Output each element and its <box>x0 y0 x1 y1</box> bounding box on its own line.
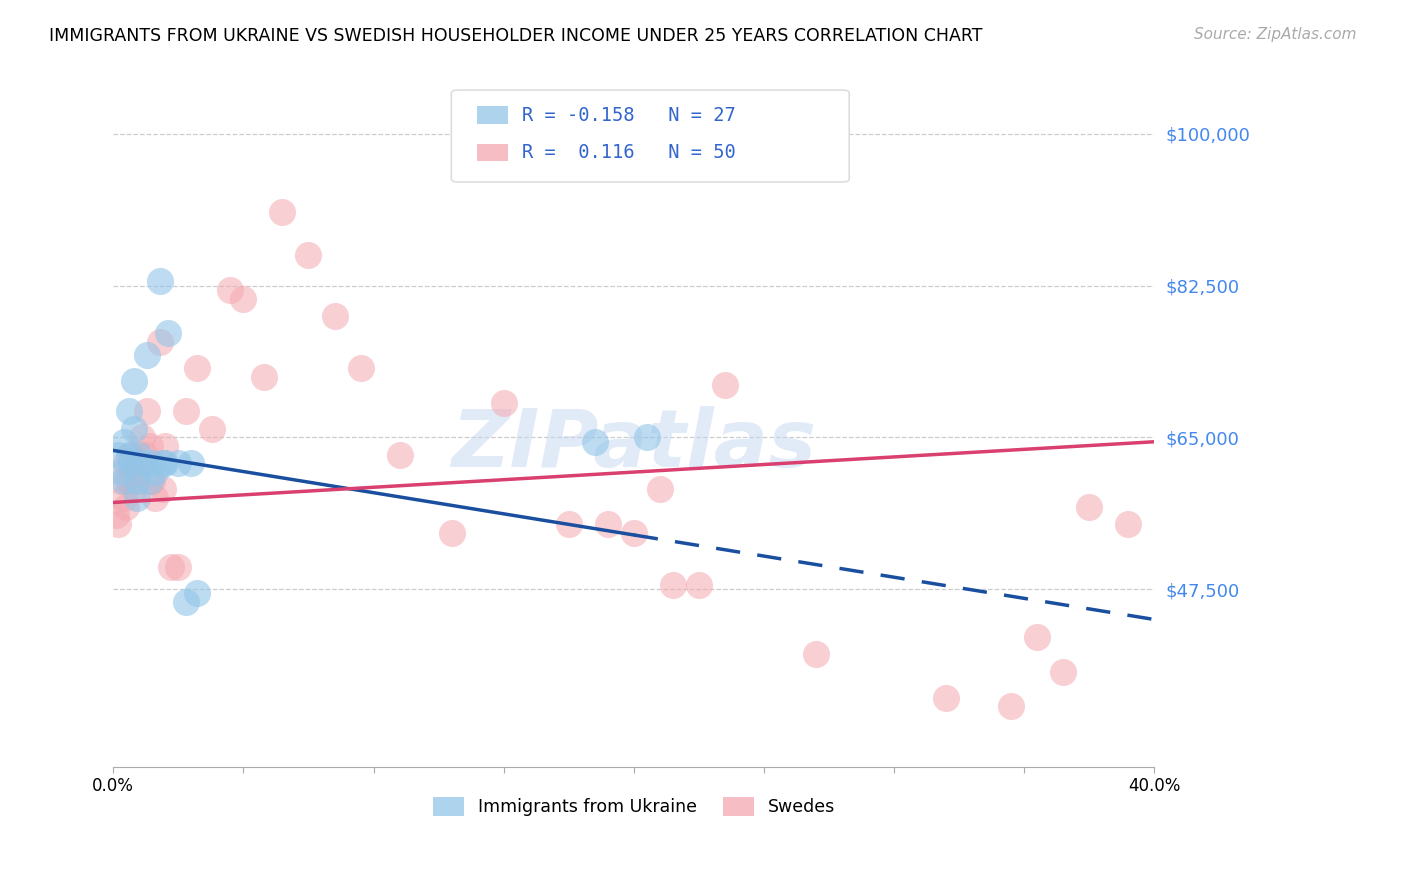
Point <box>122 374 145 388</box>
Point <box>558 517 581 532</box>
Point <box>128 448 150 462</box>
Point <box>107 517 129 532</box>
Point <box>152 457 174 471</box>
Point <box>121 457 143 471</box>
Point <box>149 274 172 288</box>
Point <box>138 474 160 488</box>
Point <box>297 248 319 262</box>
Point <box>623 525 645 540</box>
Point <box>219 283 242 297</box>
Point <box>125 491 148 505</box>
Point <box>1026 630 1049 644</box>
Point <box>232 292 254 306</box>
Point <box>688 578 710 592</box>
Point <box>118 474 141 488</box>
Point <box>167 457 190 471</box>
Text: R =  0.116   N = 50: R = 0.116 N = 50 <box>522 143 735 162</box>
Point <box>107 448 129 462</box>
Point <box>174 595 197 609</box>
Point <box>152 483 174 497</box>
Point <box>122 422 145 436</box>
Point <box>121 448 143 462</box>
Point <box>110 465 132 479</box>
Point <box>143 491 166 505</box>
Point <box>156 326 179 341</box>
Point <box>349 361 371 376</box>
Point <box>118 404 141 418</box>
Point <box>253 369 276 384</box>
Text: IMMIGRANTS FROM UKRAINE VS SWEDISH HOUSEHOLDER INCOME UNDER 25 YEARS CORRELATION: IMMIGRANTS FROM UKRAINE VS SWEDISH HOUSE… <box>49 27 983 45</box>
Point <box>136 404 159 418</box>
Point <box>596 517 619 532</box>
Point <box>115 457 138 471</box>
Point <box>112 474 135 488</box>
Point <box>141 457 163 471</box>
Point <box>440 525 463 540</box>
Point <box>136 348 159 362</box>
Point <box>143 465 166 479</box>
Point <box>159 560 181 574</box>
Point <box>112 491 135 505</box>
Point <box>1078 500 1101 514</box>
Point <box>636 430 658 444</box>
Point <box>648 483 671 497</box>
Point <box>662 578 685 592</box>
Text: ZIPatlas: ZIPatlas <box>451 406 817 484</box>
Point <box>131 430 153 444</box>
Point <box>186 586 208 600</box>
Point <box>138 439 160 453</box>
Point <box>201 422 224 436</box>
Point <box>141 474 163 488</box>
Point <box>271 205 294 219</box>
Point <box>104 508 127 523</box>
Point <box>1118 517 1140 532</box>
Point <box>149 334 172 349</box>
Point <box>131 457 153 471</box>
Point <box>122 483 145 497</box>
Point <box>1052 665 1074 679</box>
Point <box>110 474 132 488</box>
Point <box>167 560 190 574</box>
Point <box>180 457 202 471</box>
Point <box>134 448 156 462</box>
Point <box>804 647 827 661</box>
Point <box>388 448 411 462</box>
Point <box>155 457 177 471</box>
Point <box>118 448 141 462</box>
Point <box>935 690 957 705</box>
Point <box>125 474 148 488</box>
Point <box>155 439 177 453</box>
Point <box>186 361 208 376</box>
Point <box>174 404 197 418</box>
Point <box>115 500 138 514</box>
Point <box>583 434 606 449</box>
Point <box>1000 699 1022 714</box>
Legend: Immigrants from Ukraine, Swedes: Immigrants from Ukraine, Swedes <box>426 790 842 823</box>
Point <box>125 474 148 488</box>
Text: R = -0.158   N = 27: R = -0.158 N = 27 <box>522 105 735 125</box>
Point <box>121 457 143 471</box>
Point <box>492 395 515 409</box>
Point <box>714 378 737 392</box>
Point <box>112 434 135 449</box>
Point <box>323 309 346 323</box>
Point <box>128 457 150 471</box>
Text: Source: ZipAtlas.com: Source: ZipAtlas.com <box>1194 27 1357 42</box>
